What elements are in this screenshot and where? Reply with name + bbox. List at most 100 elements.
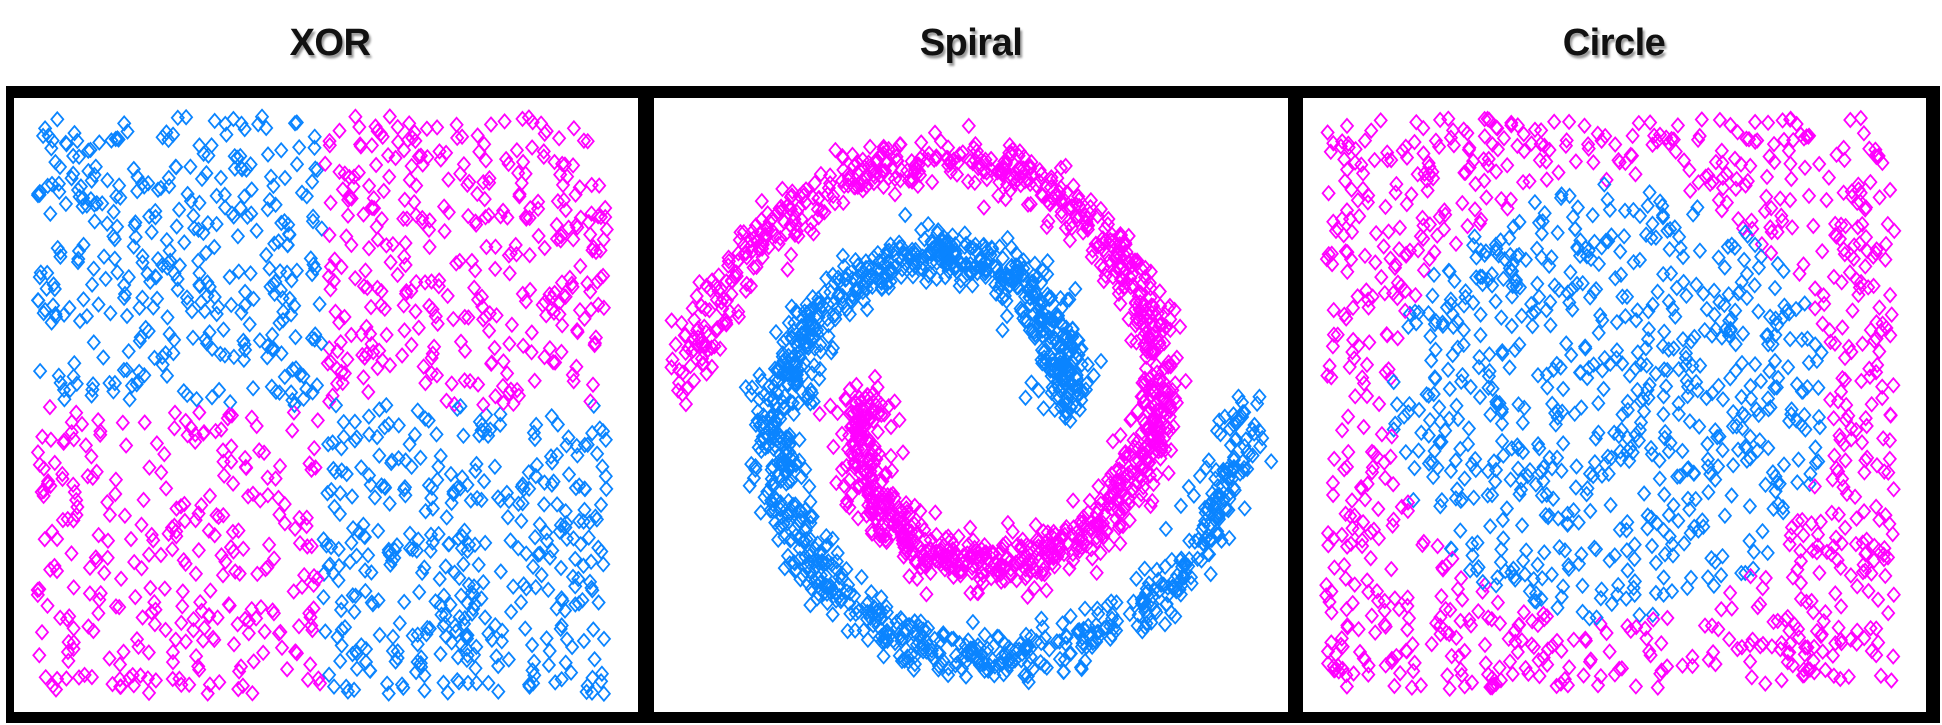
circle-point-blue — [1414, 424, 1429, 442]
xor-point-magenta — [413, 147, 429, 165]
spiral-point-blue — [1109, 612, 1125, 630]
xor-point-blue — [207, 238, 222, 256]
spiral-point-blue — [768, 323, 784, 341]
circle-point-blue — [1699, 389, 1714, 407]
circle-point-magenta — [1866, 248, 1881, 265]
xor-point-blue — [304, 173, 320, 191]
xor-point-blue — [330, 628, 345, 646]
circle-point-magenta — [1764, 223, 1779, 241]
circle-point-blue — [1814, 344, 1829, 361]
spiral-point-magenta — [904, 152, 919, 170]
circle-point-blue — [1603, 496, 1618, 514]
spiral-point-magenta — [1052, 540, 1068, 558]
circle-point-blue — [1761, 400, 1776, 418]
spiral-point-blue — [1050, 306, 1065, 324]
xor-point-magenta — [85, 469, 100, 487]
circle-point-blue — [1544, 566, 1559, 583]
xor-point-blue — [98, 270, 113, 288]
spiral-point-magenta — [864, 445, 879, 463]
spiral-point-magenta — [1129, 255, 1145, 272]
xor-point-blue — [310, 161, 325, 179]
xor-point-magenta — [116, 643, 131, 661]
spiral-point-magenta — [945, 535, 961, 553]
spiral-point-blue — [781, 473, 796, 490]
spiral-point-magenta — [994, 565, 1009, 582]
circle-point-magenta — [1883, 406, 1898, 424]
xor-point-magenta — [342, 168, 357, 186]
spiral-point-blue — [1079, 638, 1094, 656]
xor-point-blue — [207, 112, 222, 130]
xor-point-blue — [265, 326, 280, 344]
spiral-point-magenta — [1027, 579, 1042, 597]
xor-point-blue — [379, 675, 395, 693]
spiral-point-magenta — [773, 229, 788, 247]
xor-point-magenta — [196, 423, 212, 441]
spiral-point-magenta — [697, 335, 713, 353]
spiral-point-blue — [803, 514, 818, 532]
xor-point-magenta — [186, 621, 201, 639]
circle-point-magenta — [1833, 216, 1849, 234]
xor-point-blue — [268, 383, 284, 401]
xor-point-blue — [565, 568, 581, 586]
xor-point-magenta — [590, 207, 606, 225]
circle-point-magenta — [1326, 134, 1341, 152]
xor-point-magenta — [294, 578, 310, 596]
spiral-point-blue — [921, 215, 936, 233]
circle-point-blue — [1660, 361, 1675, 379]
spiral-point-magenta — [1116, 245, 1131, 263]
spiral-point-blue — [965, 277, 980, 294]
circle-point-magenta — [1394, 277, 1409, 295]
circle-point-magenta — [1357, 247, 1373, 265]
xor-point-blue — [66, 147, 81, 165]
xor-point-magenta — [334, 258, 349, 276]
circle-point-magenta — [1389, 175, 1404, 193]
circle-point-blue — [1619, 288, 1635, 306]
spiral-point-magenta — [812, 405, 827, 423]
xor-point-blue — [307, 331, 322, 348]
xor-point-blue — [211, 298, 226, 316]
spiral-point-blue — [1053, 289, 1068, 307]
xor-point-magenta — [49, 670, 65, 688]
spiral-point-magenta — [850, 403, 865, 421]
circle-point-magenta — [1759, 188, 1774, 206]
xor-point-blue — [244, 205, 259, 222]
circle-point-magenta — [1344, 223, 1360, 241]
xor-point-blue — [546, 473, 561, 490]
xor-point-blue — [264, 378, 279, 396]
xor-point-blue — [489, 648, 504, 665]
xor-point-magenta — [504, 316, 520, 334]
xor-point-magenta — [432, 143, 447, 160]
spiral-point-blue — [738, 378, 753, 396]
circle-point-blue — [1769, 379, 1784, 396]
spiral-point-blue — [774, 517, 789, 535]
xor-point-magenta — [366, 199, 382, 217]
spiral-point-magenta — [1083, 198, 1098, 216]
circle-point-blue — [1767, 352, 1783, 370]
spiral-point-blue — [929, 241, 945, 259]
xor-point-blue — [86, 334, 101, 351]
spiral-point-magenta — [864, 488, 879, 506]
xor-point-magenta — [305, 621, 320, 639]
spiral-point-blue — [744, 379, 760, 396]
circle-point-blue — [1573, 232, 1588, 249]
circle-point-magenta — [1792, 265, 1807, 283]
circle-point-magenta — [1884, 672, 1899, 689]
xor-point-blue — [209, 215, 224, 233]
circle-point-blue — [1607, 547, 1622, 564]
circle-point-blue — [1450, 312, 1465, 330]
circle-point-blue — [1675, 442, 1690, 460]
circle-point-magenta — [1525, 612, 1540, 630]
circle-point-blue — [1536, 472, 1551, 490]
xor-point-blue — [524, 636, 540, 654]
xor-point-magenta — [141, 546, 157, 563]
spiral-point-blue — [866, 249, 881, 266]
spiral-point-blue — [1135, 622, 1150, 640]
xor-point-blue — [44, 314, 59, 331]
circle-point-blue — [1559, 335, 1574, 352]
xor-point-blue — [461, 536, 477, 553]
circle-point-blue — [1460, 435, 1476, 453]
xor-point-blue — [307, 139, 322, 157]
spiral-point-blue — [746, 469, 762, 487]
spiral-point-magenta — [923, 531, 938, 549]
xor-point-magenta — [240, 488, 256, 505]
